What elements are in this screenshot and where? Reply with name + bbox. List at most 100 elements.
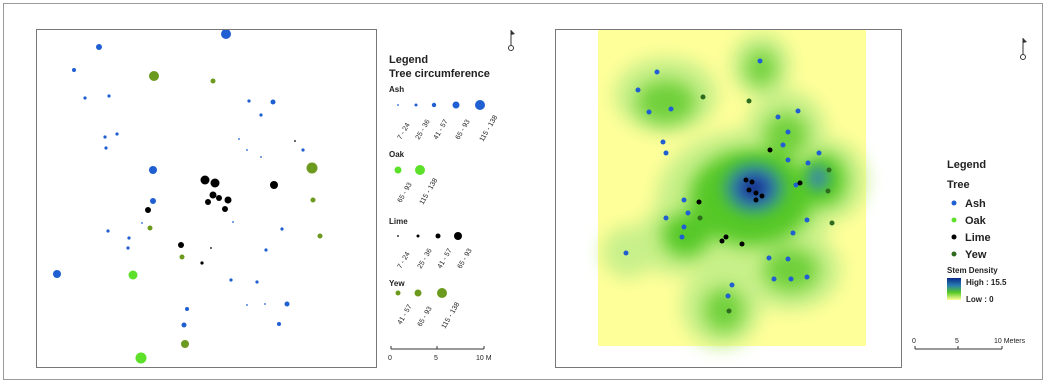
- yew-tree-point: [147, 225, 153, 231]
- ash-tree-point: [126, 246, 130, 250]
- ash-tree-point: [270, 99, 276, 105]
- ash-tree-point: [646, 109, 652, 115]
- ash-tree-point: [785, 129, 791, 135]
- legend-group-yew: Yew: [389, 279, 405, 288]
- ash-tree-point: [72, 68, 76, 72]
- legend-oak-class: 115 - 138: [419, 177, 440, 206]
- ash-tree-point: [115, 132, 119, 136]
- right-legend-title: Legend: [947, 159, 986, 171]
- yew-tree-point: [825, 188, 831, 194]
- ash-tree-point: [635, 87, 641, 93]
- legend-yew-symbol: [951, 251, 957, 257]
- lime-tree-point: [759, 193, 765, 199]
- right-scale-label: 0: [912, 338, 916, 345]
- ash-tree-point: [221, 29, 231, 39]
- density-side-zone: [800, 158, 836, 198]
- ash-tree-point: [181, 322, 187, 328]
- ash-tree-point: [280, 227, 284, 231]
- legend-yew-class: 41 - 57: [397, 304, 414, 326]
- legend-oak-symbol: [415, 165, 425, 175]
- lime-tree-point: [719, 238, 725, 244]
- ash-tree-point: [623, 250, 629, 256]
- legend-lime-symbol: [435, 233, 441, 239]
- yew-tree-point: [829, 220, 835, 226]
- ash-tree-point: [729, 282, 735, 288]
- density-high-zone: [712, 152, 796, 224]
- legend-yew-symbol: [437, 288, 447, 298]
- legend-ash-symbol: [397, 104, 399, 106]
- legend-ash-symbol: [452, 101, 460, 109]
- ash-tree-point: [795, 108, 801, 114]
- legend-lime-class: 41 - 57: [437, 248, 454, 270]
- right-yew-points: [697, 94, 835, 314]
- legend-ash-class: 65 - 93: [455, 119, 472, 141]
- right-lime-points: [696, 147, 803, 247]
- ash-tree-point: [685, 210, 691, 216]
- ash-tree-point: [663, 150, 669, 156]
- ash-tree-point: [246, 304, 248, 306]
- ash-tree-point: [284, 301, 290, 307]
- ash-tree-point: [679, 234, 685, 240]
- legend-ash-class: 7 - 24: [397, 122, 412, 141]
- lime-tree-point: [210, 247, 212, 249]
- lime-tree-point: [739, 241, 745, 247]
- ash-tree-point: [53, 270, 61, 278]
- yew-tree-point: [826, 167, 832, 173]
- lime-tree-point: [209, 191, 217, 199]
- ash-tree-point: [780, 142, 786, 148]
- figure-frame: [3, 3, 1043, 380]
- ash-tree-point: [260, 156, 262, 158]
- ash-tree-point: [150, 198, 156, 204]
- legend-group-ash: Ash: [389, 85, 404, 94]
- yew-tree-point: [697, 215, 703, 221]
- ash-tree-point: [104, 146, 108, 150]
- ash-tree-point: [259, 113, 263, 117]
- ash-tree-point: [264, 303, 266, 305]
- ash-tree-point: [785, 157, 791, 163]
- ash-tree-point: [247, 99, 251, 103]
- ash-tree-point: [106, 229, 110, 233]
- ash-tree-point: [771, 276, 777, 282]
- legend-ash-class: 41 - 57: [433, 119, 450, 141]
- legend-ash-class: 25 - 36: [415, 119, 432, 141]
- ash-tree-point: [127, 236, 131, 240]
- right-scale-bar: 0 5 10 Meters: [912, 338, 1026, 350]
- lime-tree-point: [210, 178, 220, 188]
- legend-ash-class: 115 - 138: [479, 114, 500, 143]
- left-scale-bar: 0 5 10 M: [388, 346, 492, 362]
- lime-tree-point: [767, 147, 773, 153]
- right-legend-subtitle: Tree: [947, 179, 970, 191]
- ash-tree-point: [805, 160, 811, 166]
- lime-tree-point: [743, 177, 749, 183]
- yew-tree-point: [317, 233, 323, 239]
- left-legend-subtitle: Tree circumference: [389, 68, 490, 80]
- lime-tree-point: [270, 181, 278, 189]
- ash-tree-point: [255, 280, 259, 284]
- legend-lime-symbol: [951, 234, 957, 240]
- legend-lime-symbol: [454, 232, 462, 240]
- left-map-frame: [36, 29, 377, 368]
- ash-tree-point: [681, 224, 687, 230]
- legend-lime-class: 65 - 93: [457, 248, 474, 270]
- legend-ash-symbol: [414, 103, 418, 107]
- right-legend: Legend Tree Ash Oak Lime Yew Stem Densit…: [912, 38, 1027, 350]
- density-legend-title: Stem Density: [947, 266, 998, 275]
- lime-tree-point: [723, 234, 729, 240]
- lime-tree-point: [696, 199, 702, 205]
- lime-tree-point: [205, 199, 211, 205]
- yew-tree-point: [179, 254, 185, 260]
- ash-tree-point: [785, 256, 791, 262]
- density-color-ramp: [947, 278, 961, 300]
- left-scale-label: 0: [388, 355, 392, 362]
- right-scale-label: 10 Meters: [994, 338, 1026, 345]
- ash-tree-point: [103, 135, 107, 139]
- lime-tree-point: [224, 196, 232, 204]
- ash-tree-point: [668, 106, 674, 112]
- lime-tree-point: [178, 242, 184, 248]
- yew-tree-point: [700, 94, 706, 100]
- ash-tree-point: [185, 307, 189, 311]
- lime-tree-point: [222, 206, 228, 212]
- left-legend: Legend Tree circumference Ash 7 - 24 25 …: [388, 30, 515, 362]
- ash-tree-point: [264, 248, 268, 252]
- lime-tree-point: [753, 190, 759, 196]
